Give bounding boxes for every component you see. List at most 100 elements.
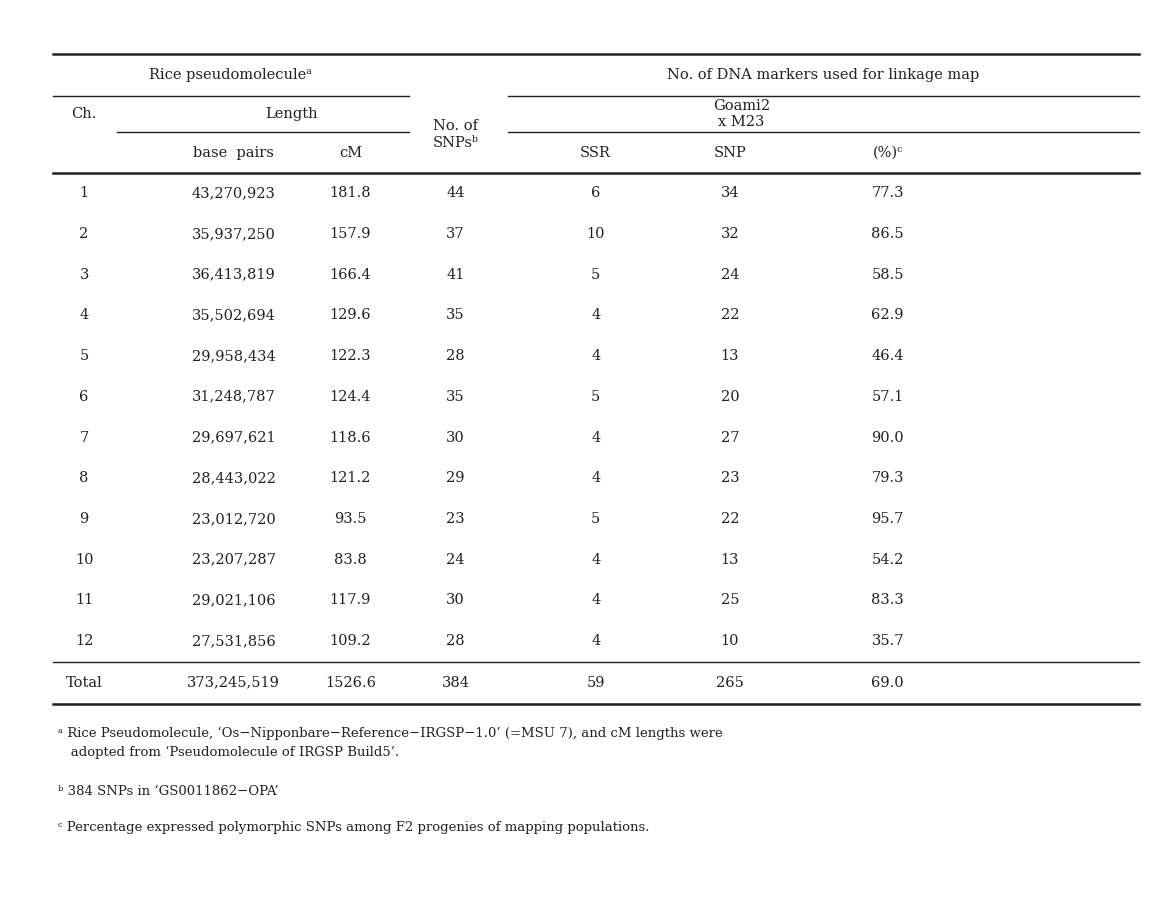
Text: 35: 35	[446, 390, 465, 404]
Text: 1526.6: 1526.6	[325, 676, 376, 689]
Text: 118.6: 118.6	[329, 430, 371, 445]
Text: 44: 44	[446, 186, 465, 200]
Text: 5: 5	[591, 267, 600, 282]
Text: 12: 12	[75, 634, 93, 648]
Text: 83.3: 83.3	[871, 593, 904, 608]
Text: Length: Length	[265, 107, 319, 122]
Text: 181.8: 181.8	[329, 186, 371, 200]
Text: 4: 4	[591, 349, 600, 363]
Text: 22: 22	[721, 309, 739, 322]
Text: 1: 1	[79, 186, 89, 200]
Text: 37: 37	[446, 227, 465, 241]
Text: 7: 7	[79, 430, 89, 445]
Text: 77.3: 77.3	[871, 186, 904, 200]
Text: 30: 30	[446, 430, 465, 445]
Text: 6: 6	[591, 186, 600, 200]
Text: SNP: SNP	[714, 146, 746, 159]
Text: Ch.: Ch.	[71, 107, 97, 122]
Text: 24: 24	[721, 267, 739, 282]
Text: 13: 13	[721, 349, 739, 363]
Text: 121.2: 121.2	[329, 472, 371, 485]
Text: 23: 23	[446, 512, 465, 526]
Text: 30: 30	[446, 593, 465, 608]
Text: 10: 10	[586, 227, 605, 241]
Text: 157.9: 157.9	[329, 227, 371, 241]
Text: 9: 9	[79, 512, 89, 526]
Text: 23,012,720: 23,012,720	[192, 512, 276, 526]
Text: ᶜ Percentage expressed polymorphic SNPs among F2 progenies of mapping population: ᶜ Percentage expressed polymorphic SNPs …	[58, 821, 649, 833]
Text: 13: 13	[721, 553, 739, 567]
Text: 86.5: 86.5	[871, 227, 904, 241]
Text: 29,021,106: 29,021,106	[192, 593, 276, 608]
Text: 122.3: 122.3	[329, 349, 371, 363]
Text: SSR: SSR	[580, 146, 611, 159]
Text: 265: 265	[716, 676, 744, 689]
Text: 4: 4	[591, 553, 600, 567]
Text: 384: 384	[442, 676, 470, 689]
Text: 29: 29	[446, 472, 465, 485]
Text: 34: 34	[721, 186, 739, 200]
Text: 23,207,287: 23,207,287	[192, 553, 276, 567]
Text: 32: 32	[721, 227, 739, 241]
Text: 5: 5	[591, 390, 600, 404]
Text: 4: 4	[591, 593, 600, 608]
Text: No. of DNA markers used for linkage map: No. of DNA markers used for linkage map	[667, 68, 980, 82]
Text: 166.4: 166.4	[329, 267, 371, 282]
Text: 83.8: 83.8	[334, 553, 367, 567]
Text: 69.0: 69.0	[871, 676, 904, 689]
Text: 27,531,856: 27,531,856	[192, 634, 276, 648]
Text: 93.5: 93.5	[334, 512, 367, 526]
Text: Rice pseudomoleculeᵃ: Rice pseudomoleculeᵃ	[150, 68, 312, 82]
Text: 4: 4	[79, 309, 89, 322]
Text: ᵇ 384 SNPs in ‘GS0011862−OPA’: ᵇ 384 SNPs in ‘GS0011862−OPA’	[58, 785, 279, 797]
Text: No. of
SNPsᵇ: No. of SNPsᵇ	[432, 120, 479, 149]
Text: 4: 4	[591, 634, 600, 648]
Text: 35,502,694: 35,502,694	[192, 309, 276, 322]
Text: 35.7: 35.7	[871, 634, 904, 648]
Text: 24: 24	[446, 553, 465, 567]
Text: ᵃ Rice Pseudomolecule, ‘Os−Nipponbare−Reference−IRGSP−1.0’ (=MSU 7), and cM leng: ᵃ Rice Pseudomolecule, ‘Os−Nipponbare−Re…	[58, 726, 723, 759]
Text: 2: 2	[79, 227, 89, 241]
Text: 20: 20	[721, 390, 739, 404]
Text: 90.0: 90.0	[871, 430, 904, 445]
Text: 4: 4	[591, 430, 600, 445]
Text: 35: 35	[446, 309, 465, 322]
Text: Total: Total	[65, 676, 103, 689]
Text: 41: 41	[446, 267, 465, 282]
Text: 25: 25	[721, 593, 739, 608]
Text: 109.2: 109.2	[329, 634, 371, 648]
Text: 5: 5	[79, 349, 89, 363]
Text: 57.1: 57.1	[871, 390, 904, 404]
Text: 58.5: 58.5	[871, 267, 904, 282]
Text: 36,413,819: 36,413,819	[192, 267, 276, 282]
Text: 4: 4	[591, 472, 600, 485]
Text: 22: 22	[721, 512, 739, 526]
Text: 95.7: 95.7	[871, 512, 904, 526]
Text: cM: cM	[339, 146, 362, 159]
Text: 54.2: 54.2	[871, 553, 904, 567]
Text: 4: 4	[591, 309, 600, 322]
Text: 27: 27	[721, 430, 739, 445]
Text: 28: 28	[446, 634, 465, 648]
Text: 31,248,787: 31,248,787	[192, 390, 276, 404]
Text: 28,443,022: 28,443,022	[192, 472, 276, 485]
Text: 124.4: 124.4	[329, 390, 371, 404]
Text: (%)ᶜ: (%)ᶜ	[872, 146, 903, 159]
Text: 62.9: 62.9	[871, 309, 904, 322]
Text: 29,958,434: 29,958,434	[192, 349, 276, 363]
Text: Goami2
x M23: Goami2 x M23	[714, 99, 770, 130]
Text: base  pairs: base pairs	[193, 146, 274, 159]
Text: 117.9: 117.9	[329, 593, 371, 608]
Text: 28: 28	[446, 349, 465, 363]
Text: 373,245,519: 373,245,519	[187, 676, 280, 689]
Text: 29,697,621: 29,697,621	[192, 430, 276, 445]
Text: 23: 23	[721, 472, 739, 485]
Text: 10: 10	[75, 553, 93, 567]
Text: 35,937,250: 35,937,250	[192, 227, 276, 241]
Text: 5: 5	[591, 512, 600, 526]
Text: 59: 59	[586, 676, 605, 689]
Text: 3: 3	[79, 267, 89, 282]
Text: 46.4: 46.4	[871, 349, 904, 363]
Text: 43,270,923: 43,270,923	[192, 186, 276, 200]
Text: 129.6: 129.6	[329, 309, 371, 322]
